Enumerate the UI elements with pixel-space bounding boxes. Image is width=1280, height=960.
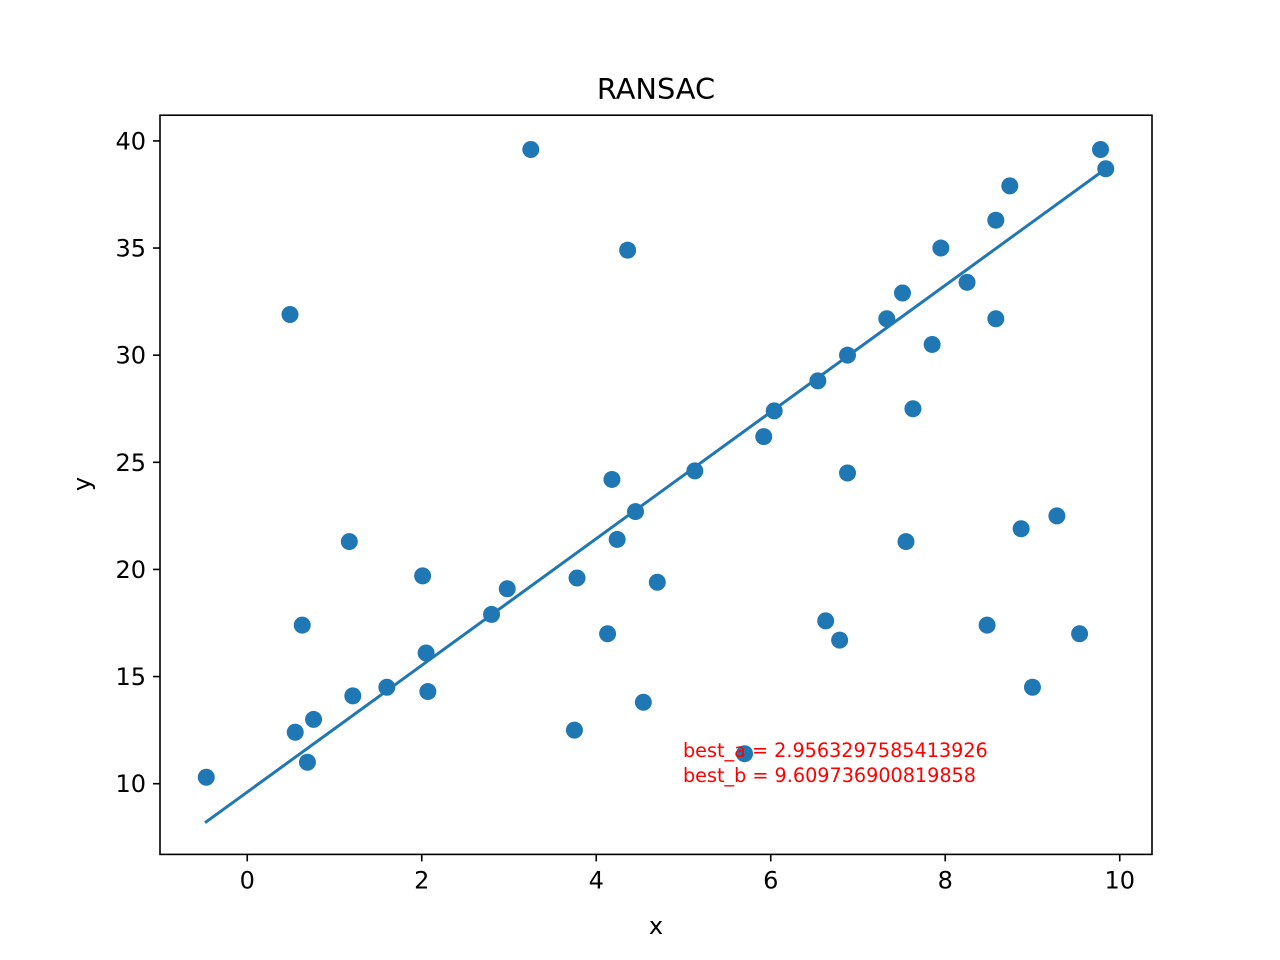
data-point: [809, 372, 827, 390]
data-point: [344, 687, 362, 705]
data-point: [923, 335, 941, 353]
data-point: [831, 631, 849, 649]
data-point: [340, 533, 358, 551]
y-tick-label: 30: [115, 342, 146, 370]
data-point: [626, 503, 644, 521]
x-tick-label: 2: [414, 866, 429, 894]
x-tick-label: 4: [589, 866, 604, 894]
data-point: [565, 721, 583, 739]
data-point: [1048, 507, 1066, 525]
data-point: [298, 753, 316, 771]
best-a-annotation: best_a = 2.9563297585413926: [683, 739, 988, 762]
best-b-annotation: best_b = 9.609736900819858: [683, 764, 976, 787]
data-point: [498, 580, 516, 598]
data-point: [1092, 140, 1110, 158]
data-point: [619, 241, 637, 259]
data-point: [1001, 177, 1019, 195]
data-point: [599, 625, 617, 643]
data-point: [522, 140, 540, 158]
data-point: [958, 273, 976, 291]
data-point: [608, 530, 626, 548]
data-point: [987, 310, 1005, 328]
data-point: [197, 768, 215, 786]
data-point: [686, 462, 704, 480]
data-point: [878, 310, 896, 328]
data-point: [765, 402, 783, 420]
data-point: [736, 745, 754, 763]
data-point: [817, 612, 835, 630]
data-point: [286, 723, 304, 741]
data-point: [281, 305, 299, 323]
fit-line: [204, 166, 1108, 824]
data-point: [648, 573, 666, 591]
data-point: [419, 683, 437, 701]
data-point: [414, 567, 432, 585]
y-tick-label: 40: [115, 127, 146, 155]
x-axis-label: x: [649, 912, 663, 940]
y-tick-label: 20: [115, 556, 146, 584]
y-tick-label: 35: [115, 235, 146, 263]
data-point: [634, 693, 652, 711]
y-tick-label: 10: [115, 770, 146, 798]
axis-ticks: 0 2 4 6 8 10 10 15 20 25 30 35 40: [115, 127, 1135, 894]
data-point: [1012, 520, 1030, 538]
plot-area: [197, 140, 1115, 824]
data-point: [568, 569, 586, 587]
data-point: [893, 284, 911, 302]
data-point: [839, 464, 857, 482]
axes-frame: [159, 114, 1153, 856]
y-tick-label: 25: [115, 449, 146, 477]
data-point: [904, 400, 922, 418]
data-point: [1097, 160, 1115, 178]
data-point: [932, 239, 950, 257]
data-point: [987, 211, 1005, 229]
data-point: [1071, 625, 1089, 643]
data-point: [603, 470, 621, 488]
data-point: [293, 616, 311, 634]
x-tick-label: 6: [763, 866, 778, 894]
x-tick-label: 0: [240, 866, 255, 894]
data-point: [755, 428, 773, 446]
y-axis-label: y: [68, 477, 96, 491]
chart-title: RANSAC: [597, 72, 715, 106]
y-tick-label: 15: [115, 663, 146, 691]
data-point: [897, 533, 915, 551]
data-point: [305, 710, 323, 728]
data-point: [978, 616, 996, 634]
data-point: [378, 678, 396, 696]
data-point: [1023, 678, 1041, 696]
x-tick-label: 8: [938, 866, 953, 894]
data-point: [417, 644, 435, 662]
data-point: [483, 605, 501, 623]
data-point: [839, 346, 857, 364]
x-tick-label: 10: [1104, 866, 1135, 894]
